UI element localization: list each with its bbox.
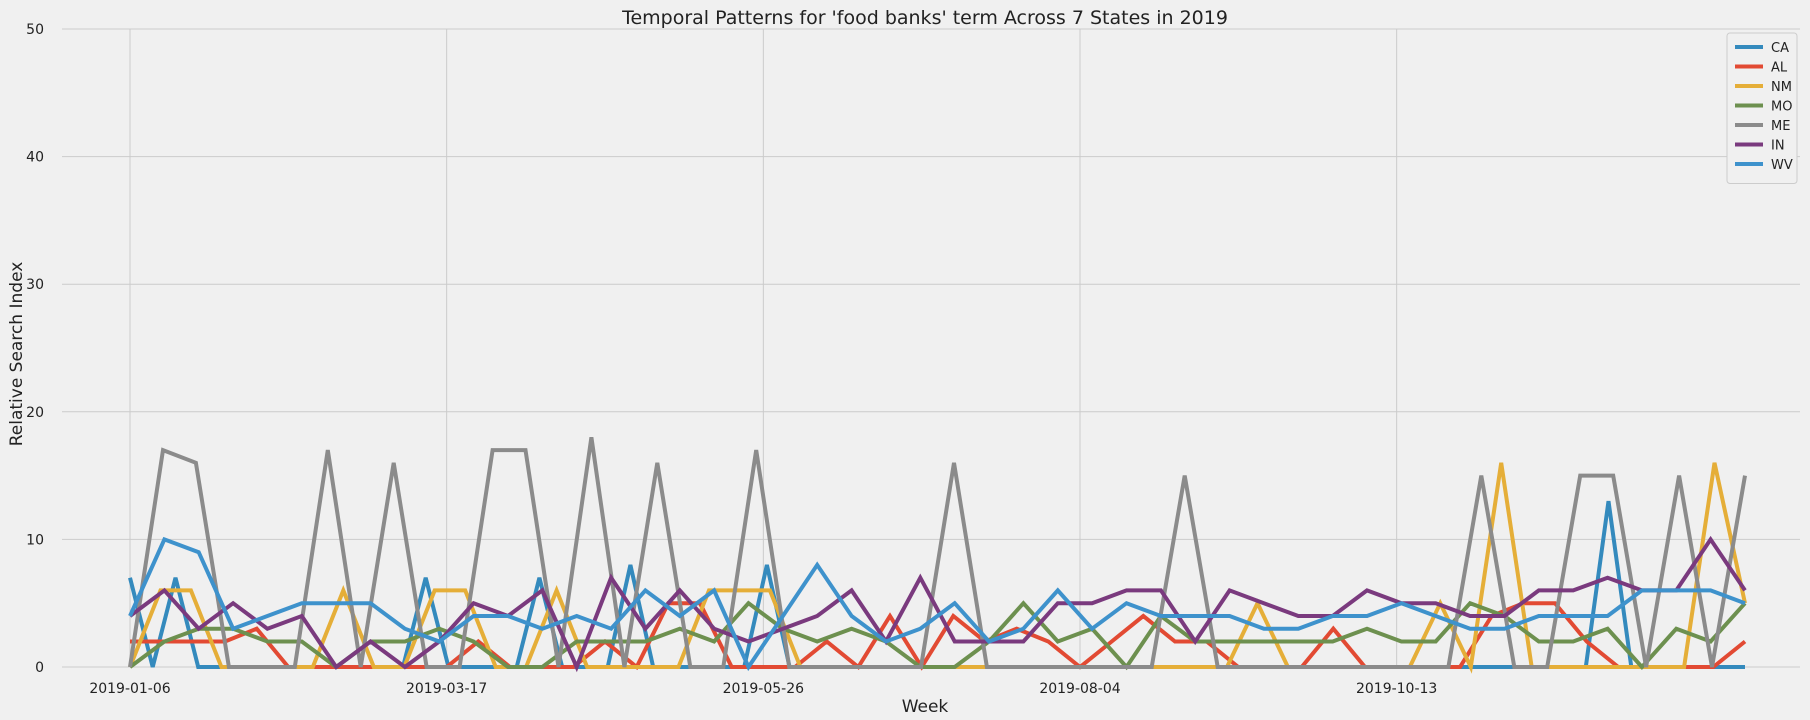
y-tick-labels: 0 10 20 30 40 50 bbox=[26, 22, 44, 676]
legend-label: MO bbox=[1771, 100, 1792, 115]
series-layer bbox=[128, 437, 1747, 674]
y-tick-label: 0 bbox=[35, 660, 44, 676]
chart-title: Temporal Patterns for 'food banks' term … bbox=[621, 7, 1228, 29]
legend-label: NM bbox=[1771, 80, 1792, 95]
legend-label: IN bbox=[1771, 139, 1785, 154]
legend-label: AL bbox=[1771, 61, 1788, 76]
y-tick-label: 50 bbox=[26, 22, 44, 38]
y-tick-label: 30 bbox=[26, 277, 44, 293]
series-line-in bbox=[128, 535, 1747, 673]
legend-label: ME bbox=[1771, 119, 1790, 134]
series-line-me bbox=[128, 437, 1747, 669]
x-tick-label: 2019-08-04 bbox=[1039, 681, 1120, 697]
series-line-wv bbox=[128, 536, 1746, 672]
y-tick-label: 20 bbox=[26, 405, 44, 421]
y-axis-label: Relative Search Index bbox=[7, 262, 27, 447]
legend-label: CA bbox=[1771, 41, 1789, 56]
x-tick-label: 2019-01-06 bbox=[89, 681, 170, 697]
x-tick-label: 2019-03-17 bbox=[406, 681, 487, 697]
x-tick-labels: 2019-01-06 2019-03-17 2019-05-26 2019-08-04… bbox=[89, 681, 1437, 697]
legend-label: WV bbox=[1771, 158, 1793, 173]
series-line-mo bbox=[128, 600, 1747, 671]
x-axis-label: Week bbox=[902, 697, 949, 717]
legend: CA AL NM MO ME IN WV bbox=[1726, 32, 1798, 184]
x-tick-label: 2019-05-26 bbox=[723, 681, 804, 697]
x-tick-label: 2019-10-13 bbox=[1356, 681, 1437, 697]
grid-layer bbox=[62, 28, 1800, 668]
y-tick-label: 40 bbox=[26, 150, 44, 166]
y-tick-label: 10 bbox=[26, 532, 44, 548]
